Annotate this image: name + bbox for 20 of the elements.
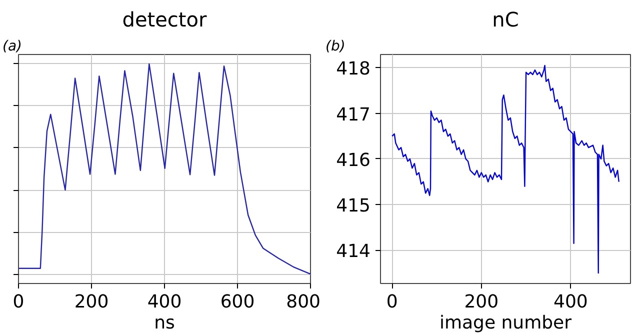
chart-title: detector [122,8,208,32]
x-tick-label: 400 [554,292,588,312]
x-tick-label: 400 [147,292,182,312]
x-tick-label: 0 [12,292,24,312]
x-tick-label: 0 [386,292,398,312]
line-series [392,64,620,274]
y-tick-label: 417 [336,104,371,126]
chart-title: nC [492,8,519,32]
y-tick-label: 415 [336,196,371,217]
x-tick-label: 200 [74,292,109,312]
x-axis-title: image number [439,312,572,334]
y-tick-label: 418 [336,58,371,80]
text: (b) [326,38,346,54]
y-tick-label: 416 [336,150,371,171]
y-tick-label: 414 [336,241,371,262]
x-tick-label: 200 [464,292,499,312]
x-tick-label: 600 [220,292,255,312]
x-axis-title: ns [154,312,175,334]
text: (a) [2,38,22,54]
x-tick-label: 800 [286,292,321,312]
